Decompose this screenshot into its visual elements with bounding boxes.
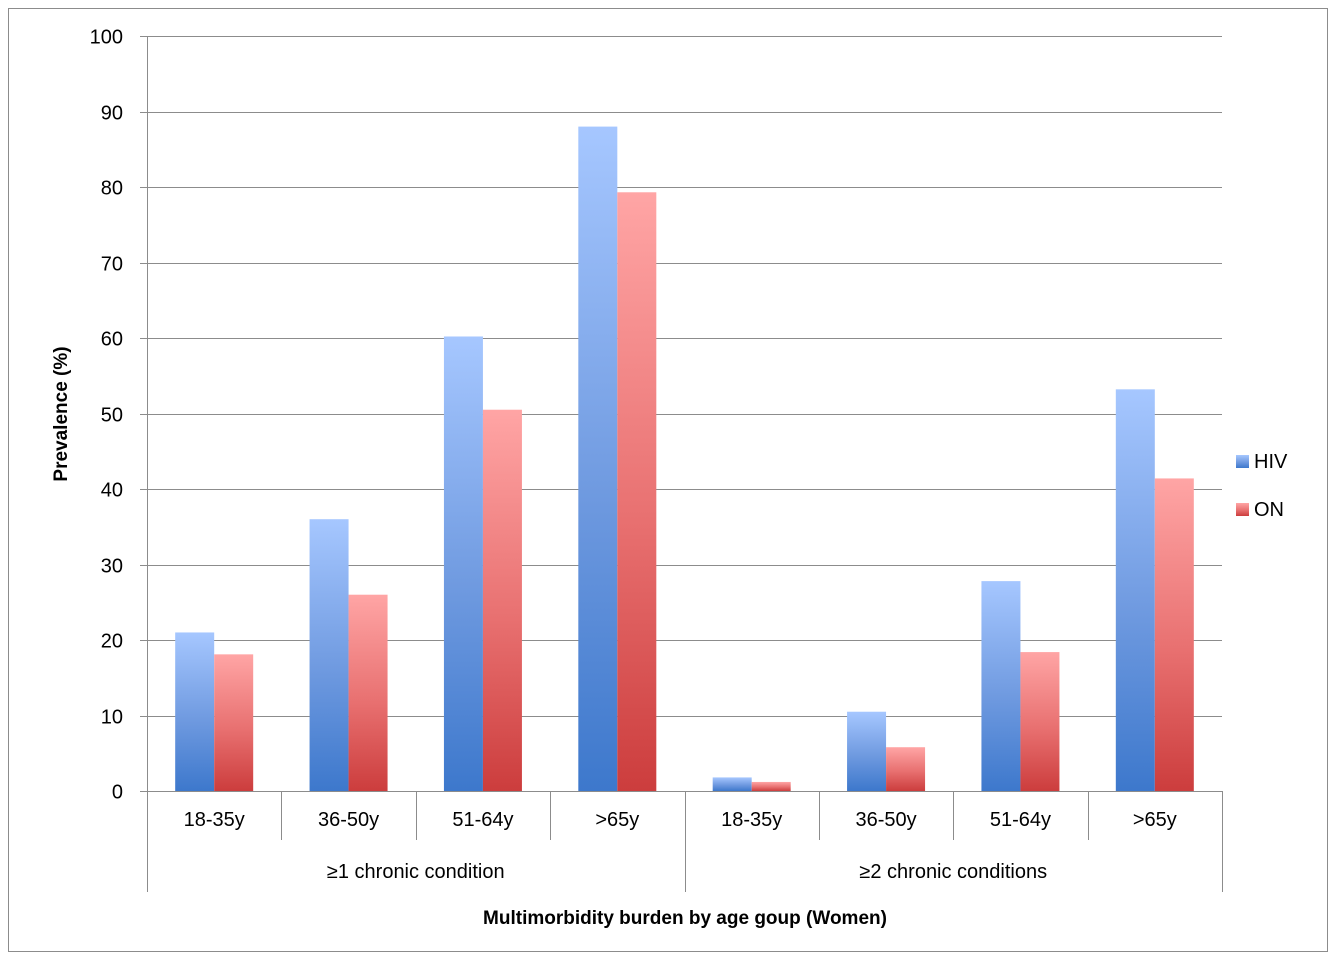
legend-label-on: ON: [1254, 499, 1284, 521]
x-tick-label: >65y: [1133, 809, 1177, 831]
x-tick-label: 18-35y: [721, 809, 782, 831]
labels: 0 10 20 30 40 50 60 70 80 90 100 18-35y 36-50y 51-64y…: [90, 27, 1177, 884]
chart-border: [8, 8, 1328, 952]
bar-hiv-3: [443, 336, 483, 791]
legend-swatch-on: [1236, 503, 1249, 516]
y-tick-label: 100: [90, 27, 123, 49]
x-tick-label: >65y: [595, 809, 639, 831]
y-tick-label: 80: [101, 178, 123, 200]
group-label: ≥2 chronic conditions: [859, 861, 1047, 883]
bar-on-3: [482, 409, 522, 791]
bar-hiv-1: [175, 632, 215, 791]
legend-label-hiv: HIV: [1254, 451, 1288, 473]
bar-on-4: [617, 192, 657, 791]
bar-on-5: [751, 781, 791, 791]
axes: [140, 36, 1223, 892]
bar-on-8: [1154, 478, 1194, 791]
y-tick-label: 50: [101, 405, 123, 427]
bar-hiv-4: [578, 126, 618, 792]
legend: HIV ON: [1236, 451, 1288, 521]
bar-hiv-5: [712, 777, 752, 791]
y-tick-label: 20: [101, 631, 123, 653]
bar-on-2: [348, 594, 388, 791]
x-axis-title: Multimorbidity burden by age goup (Women…: [483, 908, 887, 929]
y-tick-label: 90: [101, 103, 123, 125]
x-tick-label: 36-50y: [318, 809, 379, 831]
group-label: ≥1 chronic condition: [327, 861, 505, 883]
bar-hiv-2: [309, 519, 349, 791]
bar-hiv-8: [1115, 389, 1155, 791]
y-tick-label: 60: [101, 329, 123, 351]
bar-on-1: [214, 654, 254, 791]
x-tick-label: 51-64y: [452, 809, 513, 831]
bar-on-7: [1020, 652, 1060, 791]
y-tick-label: 70: [101, 254, 123, 276]
y-tick-label: 30: [101, 556, 123, 578]
bars: [175, 126, 1194, 792]
x-tick-label: 51-64y: [990, 809, 1051, 831]
y-axis-title: Prevalence (%): [51, 346, 72, 481]
legend-swatch-hiv: [1236, 455, 1249, 468]
bar-hiv-6: [847, 711, 887, 791]
bar-on-6: [886, 747, 926, 791]
y-tick-label: 0: [112, 782, 123, 804]
x-tick-label: 36-50y: [855, 809, 916, 831]
y-tick-label: 10: [101, 707, 123, 729]
bar-hiv-7: [981, 581, 1021, 791]
x-tick-label: 18-35y: [184, 809, 245, 831]
y-tick-label: 40: [101, 480, 123, 502]
